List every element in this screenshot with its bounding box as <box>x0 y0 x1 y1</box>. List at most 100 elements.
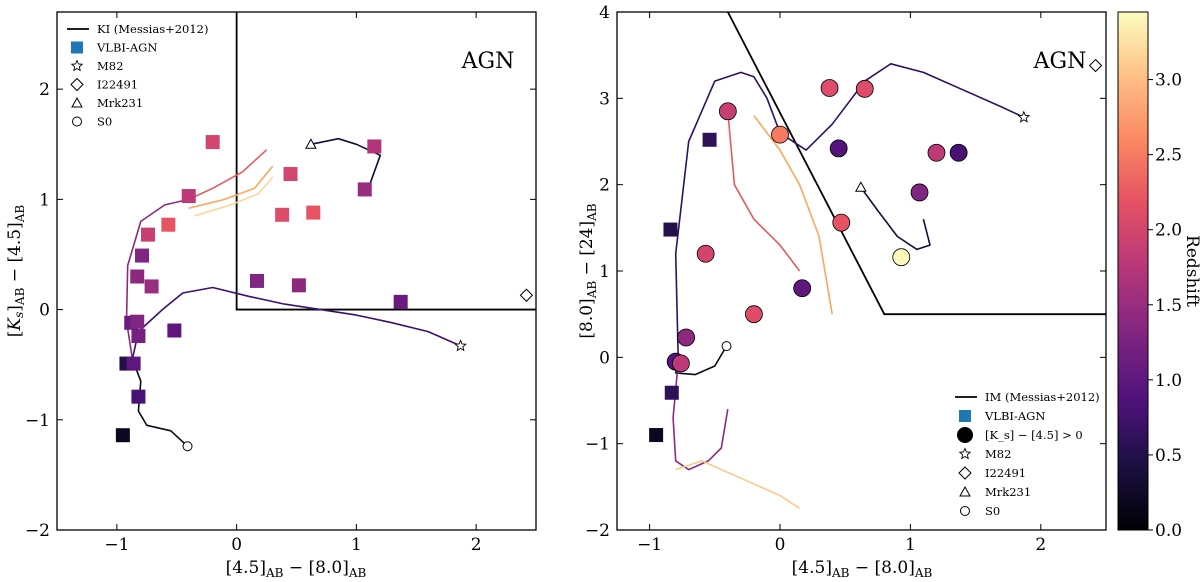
right-ks-excess-circle <box>771 125 789 144</box>
right-template-track <box>753 115 833 315</box>
colorbar-tick-label: 2.5 <box>1155 146 1182 166</box>
right-legend-label: M82 <box>985 447 1011 461</box>
right-x-tick-label: 0 <box>775 535 786 555</box>
colorbar-tick-label: 0.0 <box>1155 521 1182 541</box>
right-legend: IM (Messias+2012) VLBI-AGN [K_s] − [4.5] >… <box>955 390 1100 518</box>
right-ks-excess-circle <box>718 102 737 121</box>
right-x-tick-label: 1 <box>905 535 916 555</box>
right-legend-square <box>959 410 971 422</box>
left-agn-wedge <box>235 12 536 311</box>
right-y-tick-label: 0 <box>599 348 610 368</box>
left-vlbi-agn-square <box>275 207 290 222</box>
right-y-axis-label: [8.0]AB − [24]AB <box>577 203 599 338</box>
right-legend-triangle <box>959 485 971 497</box>
right-data-layer <box>649 12 1106 510</box>
right-ks-excess-circle <box>829 139 848 158</box>
right-vlbi-agn-square <box>664 385 679 400</box>
left-i22491-diamond <box>519 288 534 302</box>
left-legend-square <box>71 41 83 54</box>
left-m82-star <box>454 339 467 352</box>
right-template-track <box>675 460 801 510</box>
right-mrk231-triangle <box>854 181 867 192</box>
right-y-tick-label: 4 <box>599 3 610 23</box>
right-template-track <box>672 361 729 471</box>
right-x-axis-label: [4.5]AB − [8.0]AB <box>792 558 933 580</box>
left-legend-diamond <box>70 77 84 92</box>
right-legend-label: Mrk231 <box>985 485 1031 499</box>
left-vlbi-agn-square <box>131 329 146 344</box>
left-template-track <box>188 165 274 209</box>
right-ks-excess-circle <box>910 183 929 202</box>
right-ks-excess-circle <box>793 279 812 298</box>
left-y-tick-label: 1 <box>39 190 50 210</box>
left-legend: KI (Messias+2012) VLBI-AGN M82 I22491 Mrk231… <box>67 22 209 129</box>
right-ks-excess-circle <box>696 244 715 263</box>
right-ks-excess-circle <box>949 143 968 162</box>
left-vlbi-agn-square <box>131 389 146 404</box>
colorbar-tick-label: 1.0 <box>1155 371 1182 391</box>
left-vlbi-agn-square <box>135 248 150 263</box>
left-vlbi-agn-square <box>306 205 321 220</box>
left-x-axis-label: [4.5]AB − [8.0]AB <box>226 558 367 580</box>
left-legend-label: KI (Messias+2012) <box>97 22 209 36</box>
left-x-tick-label: 2 <box>471 535 482 555</box>
right-legend-star <box>958 447 972 460</box>
right-legend-label: [K_s] − [4.5] > 0 <box>985 428 1083 442</box>
right-i22491-diamond <box>1088 58 1103 73</box>
left-legend-label: VLBI-AGN <box>96 41 157 55</box>
right-s0-circle <box>721 341 732 352</box>
left-axes-frame <box>56 11 537 531</box>
left-y-axis-label: [Ks]AB − [4.5]AB <box>5 205 27 338</box>
left-y-tick-label: −1 <box>25 411 50 431</box>
left-ticks: −1 0 1 2 −2 −1 0 1 2 <box>25 12 536 555</box>
right-ks-excess-circle <box>820 79 839 97</box>
left-template-track <box>194 176 274 217</box>
left-vlbi-agn-square <box>167 323 182 338</box>
left-template-track <box>131 358 189 447</box>
colorbar-tick-label: 3.0 <box>1155 71 1182 91</box>
colorbar-ticks: 0.0 0.5 1.0 1.5 2.0 2.5 3.0 <box>1148 71 1182 541</box>
right-ticks: −1 0 1 2 −2 −1 0 1 2 3 4 <box>585 3 1106 555</box>
right-legend-label: VLBI-AGN <box>984 409 1045 423</box>
left-vlbi-agn-square <box>115 428 130 443</box>
right-y-tick-label: 3 <box>599 89 610 109</box>
left-s0-circle <box>182 441 193 452</box>
right-y-tick-label: 1 <box>599 262 610 282</box>
left-vlbi-agn-square <box>144 279 159 294</box>
left-x-tick-label: −1 <box>104 535 129 555</box>
right-ks-excess-circle <box>671 354 690 373</box>
left-vlbi-agn-square <box>141 227 156 242</box>
left-vlbi-agn-square <box>291 278 306 293</box>
left-y-tick-label: 0 <box>39 301 50 321</box>
right-vlbi-agn-square <box>649 428 664 443</box>
colorbar-tick-label: 2.0 <box>1155 221 1182 241</box>
left-x-tick-label: 1 <box>351 535 362 555</box>
left-legend-triangle <box>71 96 83 108</box>
colorbar: 0.0 0.5 1.0 1.5 2.0 2.5 3.0 Redshift <box>1117 11 1200 541</box>
right-agn-wedge <box>727 12 1106 316</box>
left-vlbi-agn-square <box>367 139 382 154</box>
right-x-tick-label: 2 <box>1035 535 1046 555</box>
left-agn-label: AGN <box>461 49 515 74</box>
left-legend-circle <box>72 116 82 127</box>
right-legend-big-circle <box>957 427 973 443</box>
left-vlbi-agn-square <box>393 294 408 309</box>
left-vlbi-agn-square <box>205 135 220 150</box>
right-legend-circle <box>960 506 970 516</box>
right-x-tick-label: −1 <box>637 535 662 555</box>
left-data-layer <box>115 12 536 452</box>
right-legend-diamond <box>958 466 972 480</box>
right-agn-label: AGN <box>1033 49 1087 74</box>
right-legend-label: S0 <box>985 504 1000 518</box>
colorbar-tick-label: 1.5 <box>1155 296 1182 316</box>
left-template-track <box>188 149 268 201</box>
right-m82-star <box>1017 110 1031 123</box>
right-y-tick-label: 2 <box>599 176 610 196</box>
right-legend-label: IM (Messias+2012) <box>985 390 1100 404</box>
right-template-track <box>727 111 801 272</box>
right-ks-excess-circle <box>855 79 874 98</box>
colorbar-tick-label: 0.5 <box>1155 446 1182 466</box>
right-ks-excess-circle <box>927 143 946 162</box>
right-y-tick-label: −1 <box>585 435 610 455</box>
